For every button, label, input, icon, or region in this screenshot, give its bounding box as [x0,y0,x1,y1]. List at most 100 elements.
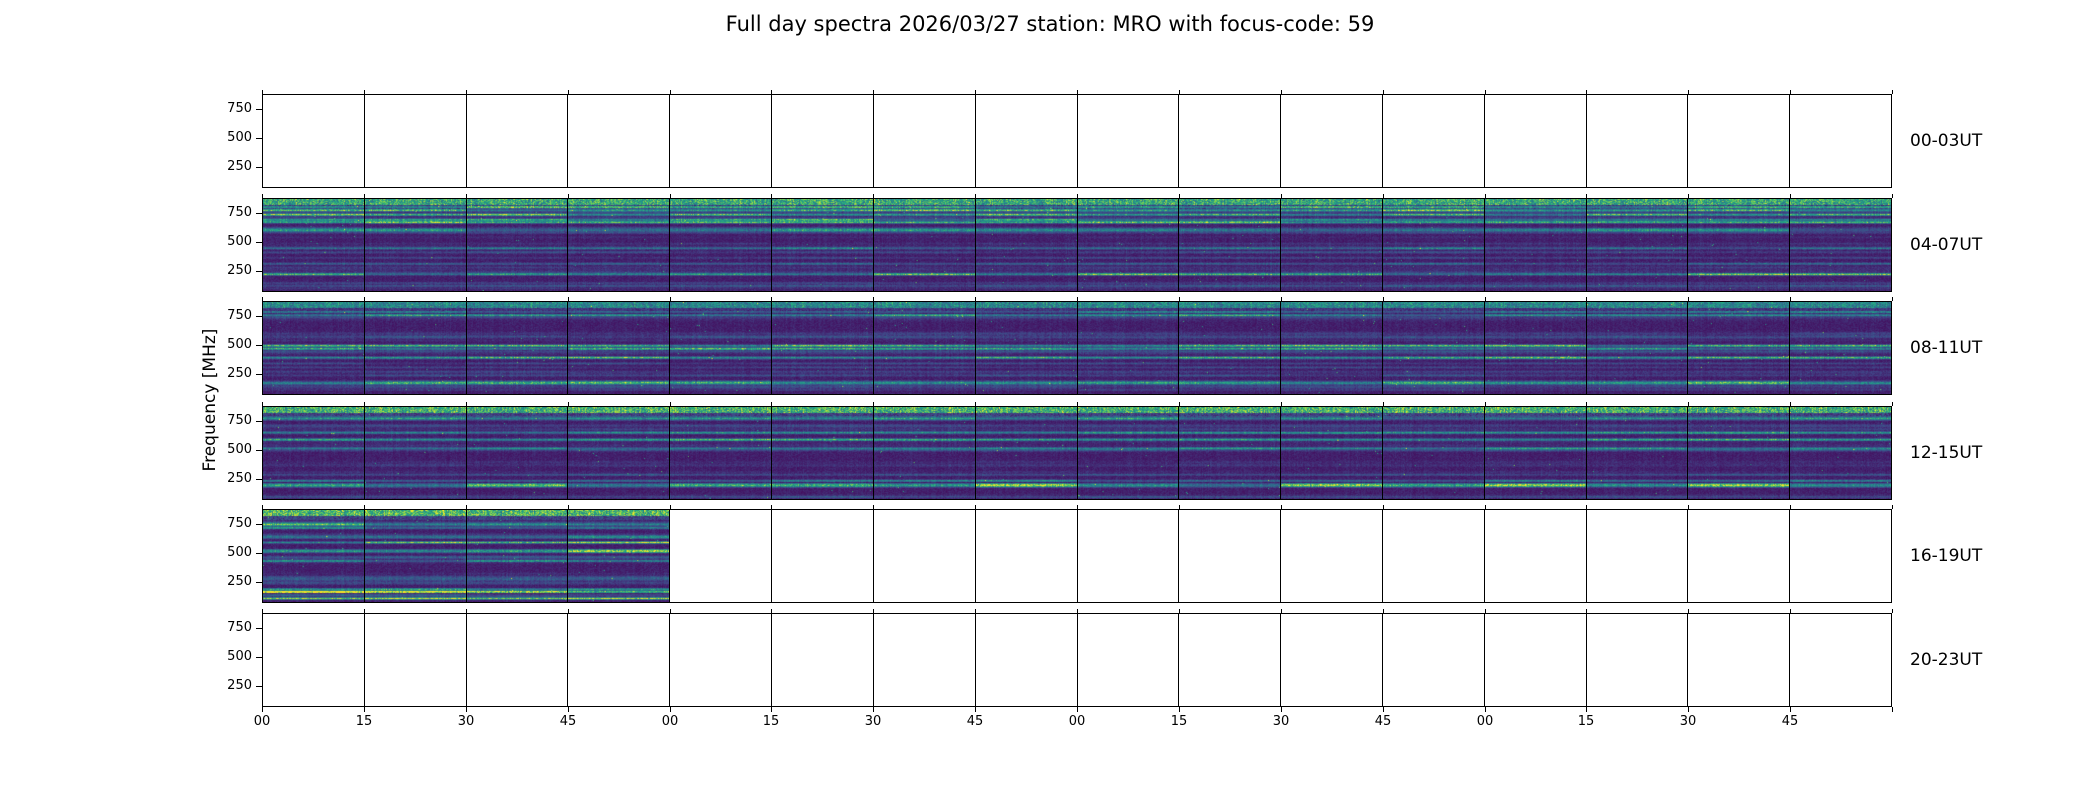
y-tick-label: 750 [227,205,252,220]
x-tick-mark [1688,707,1689,712]
spectra-panel [872,95,975,187]
spectra-panel [872,199,975,291]
spectra-panel [1178,302,1281,394]
y-tick-label: 250 [227,574,252,589]
spectrogram-canvas [263,199,364,291]
spectra-panel [263,199,364,291]
x-tick-mark [771,194,772,198]
y-tick-label: 250 [227,366,252,381]
spectrogram-canvas [364,302,466,394]
spectrogram-canvas [1586,302,1688,394]
spectra-panel [567,510,670,602]
x-tick-mark [1790,402,1791,406]
x-tick-mark [1383,297,1384,301]
spectra-panel [1687,510,1790,602]
row-period-label: 00-03UT [1910,131,1983,151]
x-tick-mark [262,402,263,406]
x-tick-mark [568,707,569,712]
x-tick-label: 30 [1272,714,1290,729]
spectra-panel [567,95,670,187]
spectra-panel [567,407,670,499]
spectra-panel [1280,302,1382,394]
x-tick-label: 00 [1476,714,1494,729]
y-tick-mark [256,582,262,583]
spectrogram-canvas [1382,302,1484,394]
x-tick-mark [364,609,365,613]
spectra-panel [1687,614,1790,706]
x-tick-mark [364,297,365,301]
spectrogram-canvas [466,510,568,602]
y-tick-label: 500 [227,234,252,249]
spectra-row [262,94,1892,188]
spectrogram-canvas [1688,407,1790,499]
spectra-panel [1280,614,1382,706]
x-tick-mark [1485,609,1486,613]
y-tick-mark [256,421,262,422]
x-tick-mark [670,194,671,198]
y-tick-label: 500 [227,649,252,664]
spectra-panel [1585,302,1688,394]
spectra-panel [1178,199,1281,291]
x-tick-mark [771,505,772,509]
spectra-panel [1076,199,1179,291]
figure-title: Full day spectra 2026/03/27 station: MRO… [725,12,1375,36]
x-tick-mark [1790,194,1791,198]
x-tick-mark [1077,609,1078,613]
x-tick-mark [1790,90,1791,94]
spectrogram-canvas [568,510,670,602]
spectra-panel [263,407,364,499]
y-tick-mark [256,213,262,214]
spectrogram-canvas [1281,407,1382,499]
x-tick-mark [466,609,467,613]
x-tick-mark [1077,707,1078,712]
x-tick-mark [262,297,263,301]
spectra-row [262,301,1892,395]
x-tick-mark [1077,90,1078,94]
spectra-panel [1381,199,1484,291]
x-tick-mark [1688,297,1689,301]
x-tick-mark [1688,505,1689,509]
spectrogram-canvas [1281,302,1382,394]
spectrogram-canvas [975,199,1077,291]
spectrogram-canvas [263,302,364,394]
x-tick-label: 45 [1374,714,1392,729]
y-tick-label: 750 [227,620,252,635]
x-tick-mark [1485,297,1486,301]
x-tick-mark [771,90,772,94]
spectrogram-canvas [1688,302,1790,394]
row-period-label: 20-23UT [1910,650,1983,670]
row-period-label: 12-15UT [1910,443,1983,463]
spectra-row [262,406,1892,500]
spectra-panel [1381,302,1484,394]
spectra-panel [363,95,466,187]
x-tick-mark [771,297,772,301]
x-tick-mark [466,505,467,509]
x-tick-label: 30 [1679,714,1697,729]
x-tick-mark [873,707,874,712]
spectrogram-canvas [873,199,975,291]
y-tick-mark [256,167,262,168]
x-tick-mark [873,609,874,613]
spectra-panel [771,95,873,187]
spectra-panel [1687,302,1790,394]
spectra-panel [1687,95,1790,187]
y-tick-mark [256,374,262,375]
spectra-panel [1483,614,1586,706]
spectra-panel [669,510,772,602]
y-tick-label: 750 [227,516,252,531]
spectra-panel [771,407,873,499]
x-tick-mark [1179,707,1180,712]
spectra-panel [1178,510,1281,602]
y-tick-label: 250 [227,263,252,278]
spectra-panel [363,407,466,499]
x-tick-mark [1586,402,1587,406]
x-tick-mark [771,609,772,613]
x-tick-mark [670,609,671,613]
spectrogram-canvas [1790,407,1891,499]
x-tick-mark [1688,194,1689,198]
spectra-panel [872,302,975,394]
spectra-panel [974,95,1077,187]
spectra-panel [1381,614,1484,706]
spectra-panel [1178,407,1281,499]
